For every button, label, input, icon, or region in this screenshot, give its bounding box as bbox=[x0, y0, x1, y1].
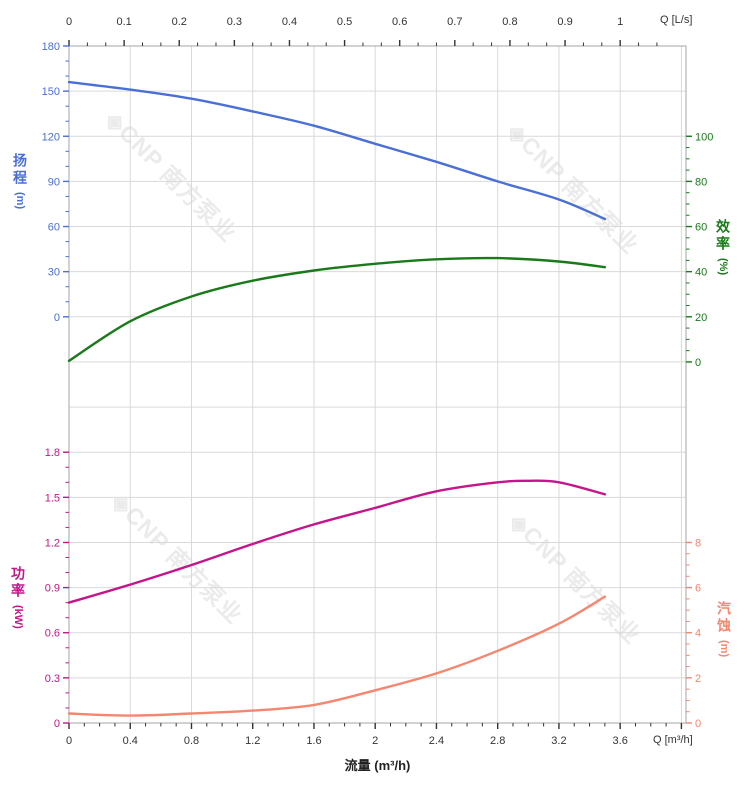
power-axis-tick-label: 1.2 bbox=[45, 537, 60, 549]
power-axis-unit: (kW) bbox=[12, 605, 24, 629]
head-axis-title: 扬程 (m) bbox=[12, 153, 28, 210]
bottom-axis-tick-label: 0 bbox=[66, 735, 72, 747]
efficiency-axis-title: 效率 (%) bbox=[715, 219, 731, 276]
power-axis-tick-label: 0.6 bbox=[45, 628, 60, 640]
curve-efficiency bbox=[67, 256, 607, 362]
head-axis-tick-label: 0 bbox=[54, 312, 60, 324]
bottom-axis-tick-label: 1.2 bbox=[245, 735, 260, 747]
top-axis-tick-label: 0.1 bbox=[116, 16, 131, 28]
head-axis-tick-label: 60 bbox=[48, 222, 60, 234]
npsh-axis-title: 汽蚀 (m) bbox=[716, 601, 732, 658]
power-axis-tick-label: 1.8 bbox=[45, 447, 60, 459]
power-axis-tick-label: 1.5 bbox=[45, 492, 60, 504]
head-axis-tick-label: 30 bbox=[48, 267, 60, 279]
top-axis-unit-label: Q [L/s] bbox=[660, 14, 693, 26]
bottom-axis-unit-label: Q [m³/h] bbox=[653, 734, 693, 746]
power-axis-name: 功率 bbox=[10, 566, 26, 600]
curve-npsh bbox=[67, 595, 607, 717]
top-axis-tick-label: 0.4 bbox=[282, 16, 297, 28]
efficiency-axis-unit: (%) bbox=[717, 258, 729, 276]
bottom-axis-tick-label: 0.4 bbox=[123, 735, 138, 747]
flow-axis-title: 流量 (m³/h) bbox=[344, 758, 411, 773]
npsh-axis-tick-label: 6 bbox=[695, 583, 701, 595]
top-axis-tick-label: 0 bbox=[66, 16, 72, 28]
head-axis-tick-label: 150 bbox=[42, 86, 60, 98]
curve-head bbox=[67, 80, 607, 221]
bottom-axis-tick-label: 2.4 bbox=[429, 735, 444, 747]
bottom-axis-tick-label: 2 bbox=[372, 735, 378, 747]
top-axis-tick-label: 1 bbox=[617, 16, 623, 28]
eff-axis-tick-label: 0 bbox=[695, 357, 701, 369]
top-axis-tick-label: 0.2 bbox=[172, 16, 187, 28]
bottom-axis-tick-label: 3.2 bbox=[551, 735, 566, 747]
head-axis-tick-label: 120 bbox=[42, 131, 60, 143]
efficiency-axis-name: 效率 bbox=[715, 219, 731, 253]
bottom-axis-tick-label: 3.6 bbox=[613, 735, 628, 747]
bottom-axis-tick-label: 1.6 bbox=[306, 735, 321, 747]
npsh-axis-tick-label: 4 bbox=[695, 628, 701, 640]
bottom-axis-tick-label: 2.8 bbox=[490, 735, 505, 747]
power-axis-tick-label: 0 bbox=[54, 718, 60, 730]
npsh-axis-tick-label: 0 bbox=[695, 718, 701, 730]
npsh-axis-tick-label: 2 bbox=[695, 673, 701, 685]
eff-axis-tick-label: 20 bbox=[695, 312, 707, 324]
eff-axis-tick-label: 80 bbox=[695, 176, 707, 188]
plot-border bbox=[68, 45, 687, 724]
head-axis-tick-label: 90 bbox=[48, 176, 60, 188]
curve-power bbox=[67, 479, 607, 604]
power-axis-title: 功率 (kW) bbox=[10, 566, 26, 629]
eff-axis-tick-label: 60 bbox=[695, 222, 707, 234]
npsh-axis-name: 汽蚀 bbox=[716, 601, 732, 635]
head-axis-name: 扬程 bbox=[12, 153, 28, 187]
top-axis-tick-label: 0.5 bbox=[337, 16, 352, 28]
top-axis-tick-label: 0.8 bbox=[502, 16, 517, 28]
top-axis-tick-label: 0.9 bbox=[557, 16, 572, 28]
top-axis-tick-label: 0.3 bbox=[227, 16, 242, 28]
eff-axis-tick-label: 100 bbox=[695, 131, 713, 143]
bottom-axis-tick-label: 0.8 bbox=[184, 735, 199, 747]
top-axis-tick-label: 0.6 bbox=[392, 16, 407, 28]
eff-axis-tick-label: 40 bbox=[695, 267, 707, 279]
npsh-axis-unit: (m) bbox=[718, 640, 730, 658]
top-axis-tick-label: 0.7 bbox=[447, 16, 462, 28]
power-axis-tick-label: 0.3 bbox=[45, 673, 60, 685]
head-axis-unit: (m) bbox=[14, 192, 26, 210]
power-axis-tick-label: 0.9 bbox=[45, 583, 60, 595]
npsh-axis-tick-label: 8 bbox=[695, 537, 701, 549]
head-axis-tick-label: 180 bbox=[42, 41, 60, 53]
